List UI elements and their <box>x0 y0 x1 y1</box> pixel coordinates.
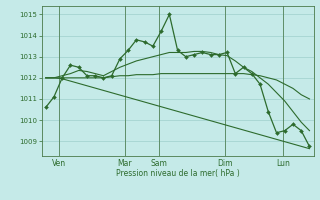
X-axis label: Pression niveau de la mer( hPa ): Pression niveau de la mer( hPa ) <box>116 169 239 178</box>
